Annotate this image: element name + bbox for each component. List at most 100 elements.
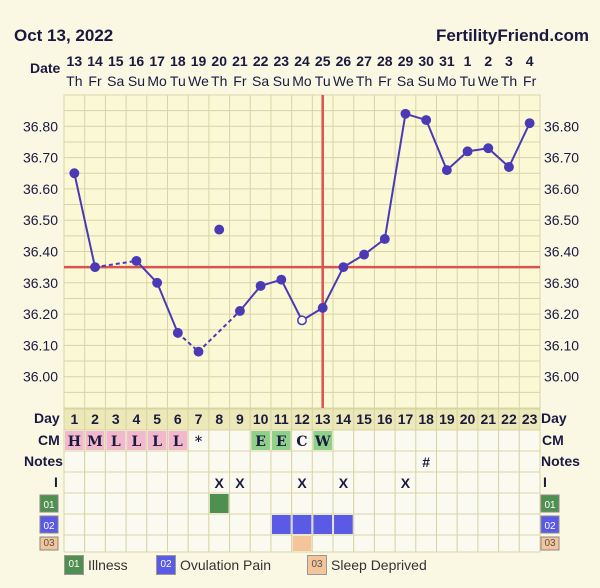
cycle-day: 13 <box>315 411 331 427</box>
grid-cell <box>187 492 210 515</box>
grid-cell <box>187 450 210 473</box>
cycle-day: 7 <box>195 411 203 427</box>
grid-cell <box>84 471 106 494</box>
weekday-label: We <box>478 73 499 89</box>
weekday-label: Th <box>211 73 227 89</box>
grid-cell <box>208 513 231 536</box>
grid-cell <box>291 450 313 473</box>
grid-cell <box>249 513 272 536</box>
notes-row-label: Notes <box>24 453 63 469</box>
grid-cell <box>166 534 189 553</box>
grid-cell <box>125 471 148 494</box>
grid-cell <box>436 534 458 553</box>
temp-line-segment <box>425 119 448 171</box>
notes-row-label-right: Notes <box>541 453 580 469</box>
temp-point <box>152 277 163 288</box>
ovulation-pain-cell <box>292 515 312 534</box>
illness-cell <box>209 494 229 513</box>
grid-cell <box>373 513 396 536</box>
temp-line-segment <box>73 173 97 268</box>
grid-cell <box>373 471 396 494</box>
temp-point <box>69 168 80 179</box>
date-label: 20 <box>211 53 227 69</box>
grid-cell <box>104 492 127 515</box>
cm-value: H <box>68 434 81 450</box>
grid-cell <box>208 429 231 452</box>
grid-cell <box>477 450 500 473</box>
temp-point <box>483 143 494 154</box>
y-tick-label-left: 36.70 <box>23 150 58 166</box>
grid-cell <box>518 429 541 452</box>
grid-cell <box>415 429 438 452</box>
legend-sleep-deprived: 03 Sleep Deprived <box>307 555 427 575</box>
note-marker: # <box>422 454 430 470</box>
cm-cell-fill <box>106 431 126 450</box>
sleep-deprived-label: Sleep Deprived <box>331 557 427 573</box>
grid-cell <box>394 492 417 515</box>
grid-cell <box>415 513 438 536</box>
grid-cell <box>270 492 293 515</box>
cm-cell-fill <box>65 431 84 450</box>
cycle-day: 6 <box>174 411 182 427</box>
temp-point <box>504 162 514 172</box>
brand-name[interactable]: FertilityFriend.com <box>435 26 589 45</box>
y-tick-label-right: 36.80 <box>544 118 579 134</box>
weekday-label: Sa <box>397 73 414 89</box>
intercourse-marker: X <box>297 475 307 491</box>
grid-cell <box>373 450 396 473</box>
temp-point <box>297 315 307 326</box>
cycle-day: 20 <box>460 411 476 427</box>
grid-cell <box>456 534 479 553</box>
grid-cell <box>291 492 313 515</box>
cm-value: L <box>173 434 183 450</box>
date-label: 19 <box>191 53 207 69</box>
cycle-day: 4 <box>133 411 141 427</box>
cm-value: M <box>87 434 103 450</box>
date-label: 28 <box>377 53 393 69</box>
temp-point <box>379 234 390 244</box>
cycle-day: 22 <box>501 411 517 427</box>
weekday-label: Tu <box>460 73 476 89</box>
grid-cell <box>63 513 86 536</box>
temp-point <box>421 115 432 125</box>
grid-cell <box>498 513 520 536</box>
illness-swatch: 01 <box>64 555 84 575</box>
row01-badge-label-right: 01 <box>544 500 556 511</box>
temp-point <box>131 255 142 266</box>
grid-cell <box>353 534 375 553</box>
grid-cell <box>477 513 500 536</box>
grid-cell <box>436 471 458 494</box>
grid-cell <box>332 534 355 553</box>
grid-cell <box>125 450 148 473</box>
cm-row-label-right: CM <box>542 432 564 448</box>
grid-cell <box>353 513 375 536</box>
weekday-label: Fr <box>88 73 102 89</box>
cycle-day: 3 <box>112 411 120 427</box>
grid-cell <box>311 471 334 494</box>
grid-cell <box>84 534 106 553</box>
grid-cell <box>353 492 375 515</box>
weekday-label: Su <box>128 73 145 89</box>
cm-value: * <box>195 434 203 450</box>
temp-point <box>462 146 473 157</box>
date-label: 3 <box>505 53 513 69</box>
date-label: 31 <box>439 53 455 69</box>
grid-cell <box>436 429 458 452</box>
row03-badge-label-right: 03 <box>544 538 556 549</box>
row03-badge-label-left: 03 <box>43 538 55 549</box>
cycle-day: 11 <box>274 411 289 427</box>
temp-line-segment <box>280 279 303 321</box>
cycle-day: 18 <box>418 411 434 427</box>
grid-cell <box>373 534 396 553</box>
grid-cell <box>104 534 127 553</box>
y-tick-label-right: 36.40 <box>544 244 579 260</box>
date-label: 16 <box>129 53 145 69</box>
cm-value: L <box>111 434 121 450</box>
grid-cell <box>146 471 168 494</box>
chart-date: Oct 13, 2022 <box>14 26 114 45</box>
intercourse-marker: X <box>339 475 349 491</box>
temp-line-segment <box>156 282 179 334</box>
grid-cell <box>270 450 293 473</box>
cm-cell-fill <box>147 431 167 450</box>
grid-cell <box>311 450 334 473</box>
